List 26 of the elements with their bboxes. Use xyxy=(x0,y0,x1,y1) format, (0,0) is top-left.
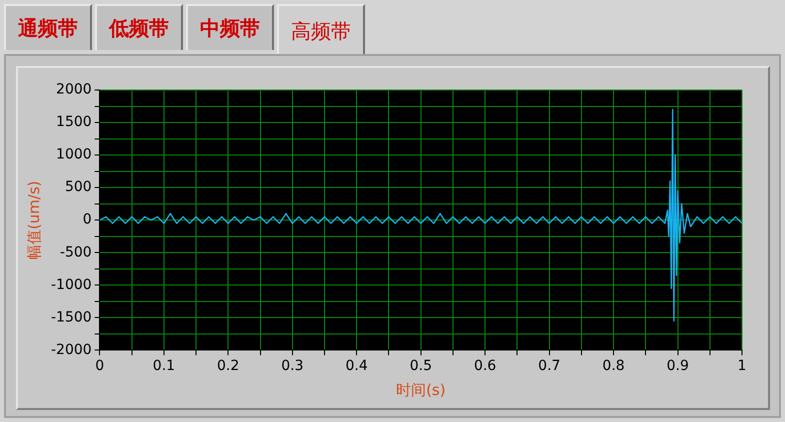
text: 通频带 xyxy=(4,4,92,50)
x-tick-label: 0.6 xyxy=(474,358,496,374)
y-tick-label: 1500 xyxy=(56,114,92,130)
y-tick-label: 0 xyxy=(82,212,92,228)
x-tick-label: 0 xyxy=(95,358,104,374)
x-tick-label: 0.2 xyxy=(217,358,240,374)
text: 中频带 xyxy=(186,4,274,50)
y-axis-title: 幅值(um/s) xyxy=(24,180,43,260)
x-tick-label: 0.4 xyxy=(345,358,368,374)
x-tick-label: 0.9 xyxy=(666,358,689,374)
x-tick-label: 0.5 xyxy=(410,358,432,374)
y-tick-label: 2000 xyxy=(56,82,92,98)
y-tick-label: -2000 xyxy=(50,342,92,358)
x-tick-label: 0.7 xyxy=(538,358,560,374)
x-tick-label: 1 xyxy=(738,358,746,374)
y-tick-label: 500 xyxy=(64,179,92,196)
text: 低频带 xyxy=(95,4,183,50)
y-tick-label: 1000 xyxy=(56,146,92,163)
x-axis-title: 时间(s) xyxy=(396,380,446,399)
x-tick-label: 0.1 xyxy=(152,358,176,374)
x-tick-label: 0.8 xyxy=(602,358,625,374)
text: 高频带 xyxy=(277,4,365,56)
x-tick-label: 0.3 xyxy=(281,358,304,374)
y-tick-label: -1000 xyxy=(50,276,92,293)
y-tick-label: -500 xyxy=(60,244,92,260)
y-tick-label: -1500 xyxy=(50,309,92,326)
